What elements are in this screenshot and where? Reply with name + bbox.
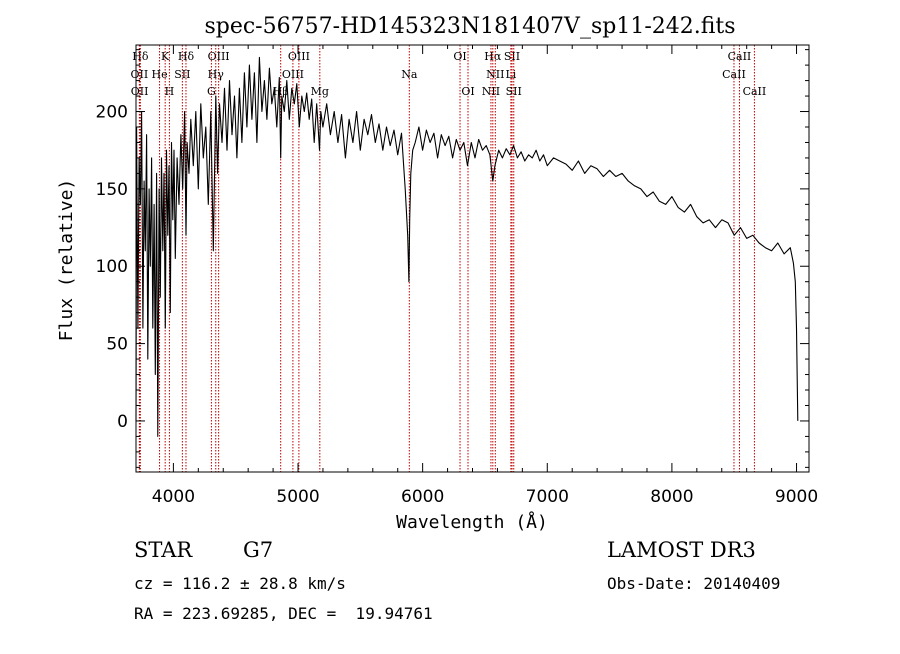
line-marker-label-22: Mg [311, 85, 329, 98]
line-marker-label-21: Hβ [273, 85, 289, 98]
line-marker-label-16: Li [505, 68, 516, 81]
line-marker-label-6: Hα [484, 50, 502, 63]
line-marker-label-2: Hδ [178, 50, 195, 63]
line-marker-label-23: OI [461, 85, 474, 98]
x-tick-label-9000: 9000 [775, 487, 818, 507]
redshift-value: cz = 116.2 ± 28.8 km/s [134, 574, 346, 593]
line-marker-label-5: OI [453, 50, 466, 63]
line-marker-label-11: SII [174, 68, 190, 81]
y-tick-label-50: 50 [106, 335, 128, 355]
line-marker-label-24: NII [482, 85, 500, 98]
line-marker-label-0: Hδ [132, 50, 149, 63]
line-marker-label-20: G [207, 85, 216, 98]
object-subclass: G7 [243, 538, 274, 562]
line-marker-label-19: H [165, 85, 175, 98]
series-line-flux [135, 56, 799, 437]
line-marker-label-9: OII [131, 68, 149, 81]
chart-title: spec-56757-HD145323N181407V_sp11-242.fit… [204, 14, 735, 39]
axis-ticks: 4000 5000 6000 7000 8000 9000 0 50 100 150 200 [96, 45, 818, 507]
survey-name: LAMOST DR3 [607, 538, 756, 562]
x-tick-label-6000: 6000 [401, 487, 444, 507]
plot-frame [135, 44, 810, 473]
x-tick-label-8000: 8000 [650, 487, 693, 507]
line-marker-label-14: Na [401, 68, 418, 81]
y-tick-label-0: 0 [117, 412, 128, 432]
line-marker-label-18: OII [131, 85, 149, 98]
line-marker-label-25: SII [506, 85, 522, 98]
object-class: STAR [134, 538, 193, 562]
x-tick-label-7000: 7000 [526, 487, 569, 507]
line-marker-label-26: CaII [743, 85, 767, 98]
line-marker-label-12: Hγ [208, 68, 225, 81]
y-tick-label-100: 100 [96, 257, 128, 277]
x-axis-label: Wavelength (Å) [396, 511, 548, 533]
line-marker-label-4: OIII [288, 50, 310, 63]
line-marker-label-7: SII [504, 50, 520, 63]
y-tick-label-200: 200 [96, 103, 128, 123]
obs-date: Obs-Date: 20140409 [607, 574, 781, 593]
y-axis-label: Flux (relative) [56, 179, 77, 342]
line-marker-label-13: OIII [282, 68, 304, 81]
line-marker-label-17: CaII [722, 68, 746, 81]
series-layer [135, 56, 799, 437]
line-marker-label-1: K [161, 50, 170, 63]
sky-coordinates: RA = 223.69285, DEC = 19.94761 [134, 604, 433, 623]
line-marker-label-10: He [152, 68, 168, 81]
line-marker-label-3: OIII [208, 50, 230, 63]
x-tick-label-5000: 5000 [276, 487, 319, 507]
y-tick-label-150: 150 [96, 180, 128, 200]
line-marker-label-15: NII [486, 68, 504, 81]
x-tick-label-4000: 4000 [152, 487, 195, 507]
line-marker-label-8: CaII [728, 50, 752, 63]
